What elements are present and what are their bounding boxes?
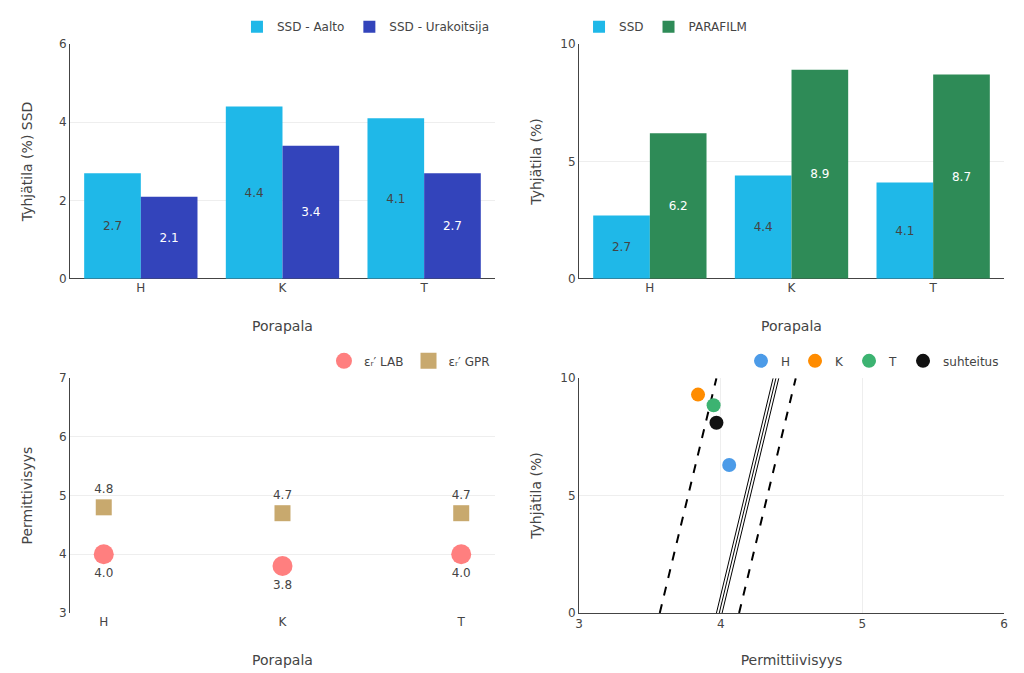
svg-text:4.1: 4.1	[895, 224, 914, 238]
svg-text:8.9: 8.9	[810, 167, 829, 181]
svg-text:SSD - Urakoitsija: SSD - Urakoitsija	[389, 20, 489, 34]
svg-text:εᵣ′ LAB: εᵣ′ LAB	[364, 355, 404, 369]
svg-text:T: T	[457, 615, 466, 629]
svg-text:6: 6	[59, 37, 67, 51]
svg-text:4.0: 4.0	[94, 566, 113, 580]
svg-text:SSD: SSD	[619, 20, 643, 34]
svg-text:4: 4	[717, 617, 725, 631]
svg-text:Porapala: Porapala	[252, 652, 313, 668]
svg-text:suhteitus: suhteitus	[943, 355, 998, 369]
svg-text:4.7: 4.7	[273, 488, 292, 502]
svg-text:T: T	[419, 281, 428, 295]
svg-text:5: 5	[568, 489, 576, 503]
svg-text:T: T	[928, 281, 937, 295]
svg-text:Tyhjätila (%): Tyhjätila (%)	[528, 118, 544, 206]
svg-text:Porapala: Porapala	[761, 318, 822, 334]
svg-text:H: H	[781, 355, 790, 369]
svg-text:K: K	[279, 281, 288, 295]
svg-text:5: 5	[59, 489, 67, 503]
svg-text:4.1: 4.1	[386, 192, 405, 206]
svg-text:H: H	[645, 281, 654, 295]
svg-text:0: 0	[568, 606, 576, 620]
svg-text:K: K	[279, 615, 288, 629]
svg-text:3.4: 3.4	[301, 205, 320, 219]
svg-text:0: 0	[59, 272, 67, 286]
svg-text:2.7: 2.7	[443, 219, 462, 233]
svg-text:Permittiivisyys: Permittiivisyys	[741, 652, 843, 668]
svg-text:4: 4	[59, 547, 67, 561]
svg-text:2.1: 2.1	[160, 231, 179, 245]
svg-text:T: T	[888, 355, 897, 369]
svg-text:Tyhjätila (%) SSD: Tyhjätila (%) SSD	[19, 102, 35, 223]
svg-text:4.0: 4.0	[452, 566, 471, 580]
svg-text:2.7: 2.7	[103, 219, 122, 233]
svg-text:3: 3	[59, 606, 67, 620]
svg-text:SSD - Aalto: SSD - Aalto	[277, 20, 344, 34]
svg-text:Tyhjätila (%): Tyhjätila (%)	[528, 452, 544, 540]
svg-text:3: 3	[575, 617, 583, 631]
svg-text:6: 6	[59, 430, 67, 444]
svg-text:2.7: 2.7	[612, 240, 631, 254]
svg-text:3.8: 3.8	[273, 578, 292, 592]
svg-text:5: 5	[568, 155, 576, 169]
svg-text:4.8: 4.8	[94, 482, 113, 496]
svg-text:10: 10	[560, 37, 575, 51]
svg-text:6: 6	[1000, 617, 1008, 631]
svg-text:K: K	[788, 281, 797, 295]
svg-text:10: 10	[560, 371, 575, 385]
svg-text:εᵣ′ GPR: εᵣ′ GPR	[449, 355, 490, 369]
svg-text:8.7: 8.7	[952, 170, 971, 184]
svg-text:4.4: 4.4	[245, 186, 264, 200]
svg-text:4.4: 4.4	[754, 220, 773, 234]
svg-text:H: H	[99, 615, 108, 629]
svg-text:K: K	[835, 355, 844, 369]
svg-text:0: 0	[568, 272, 576, 286]
svg-text:5: 5	[859, 617, 867, 631]
svg-text:Permittivisyys: Permittivisyys	[19, 447, 35, 545]
svg-text:4.7: 4.7	[452, 488, 471, 502]
svg-text:PARAFILM: PARAFILM	[689, 20, 747, 34]
svg-text:2: 2	[59, 194, 67, 208]
svg-text:4: 4	[59, 115, 67, 129]
svg-text:6.2: 6.2	[669, 199, 688, 213]
svg-text:H: H	[136, 281, 145, 295]
svg-text:7: 7	[59, 371, 67, 385]
svg-text:Porapala: Porapala	[252, 318, 313, 334]
